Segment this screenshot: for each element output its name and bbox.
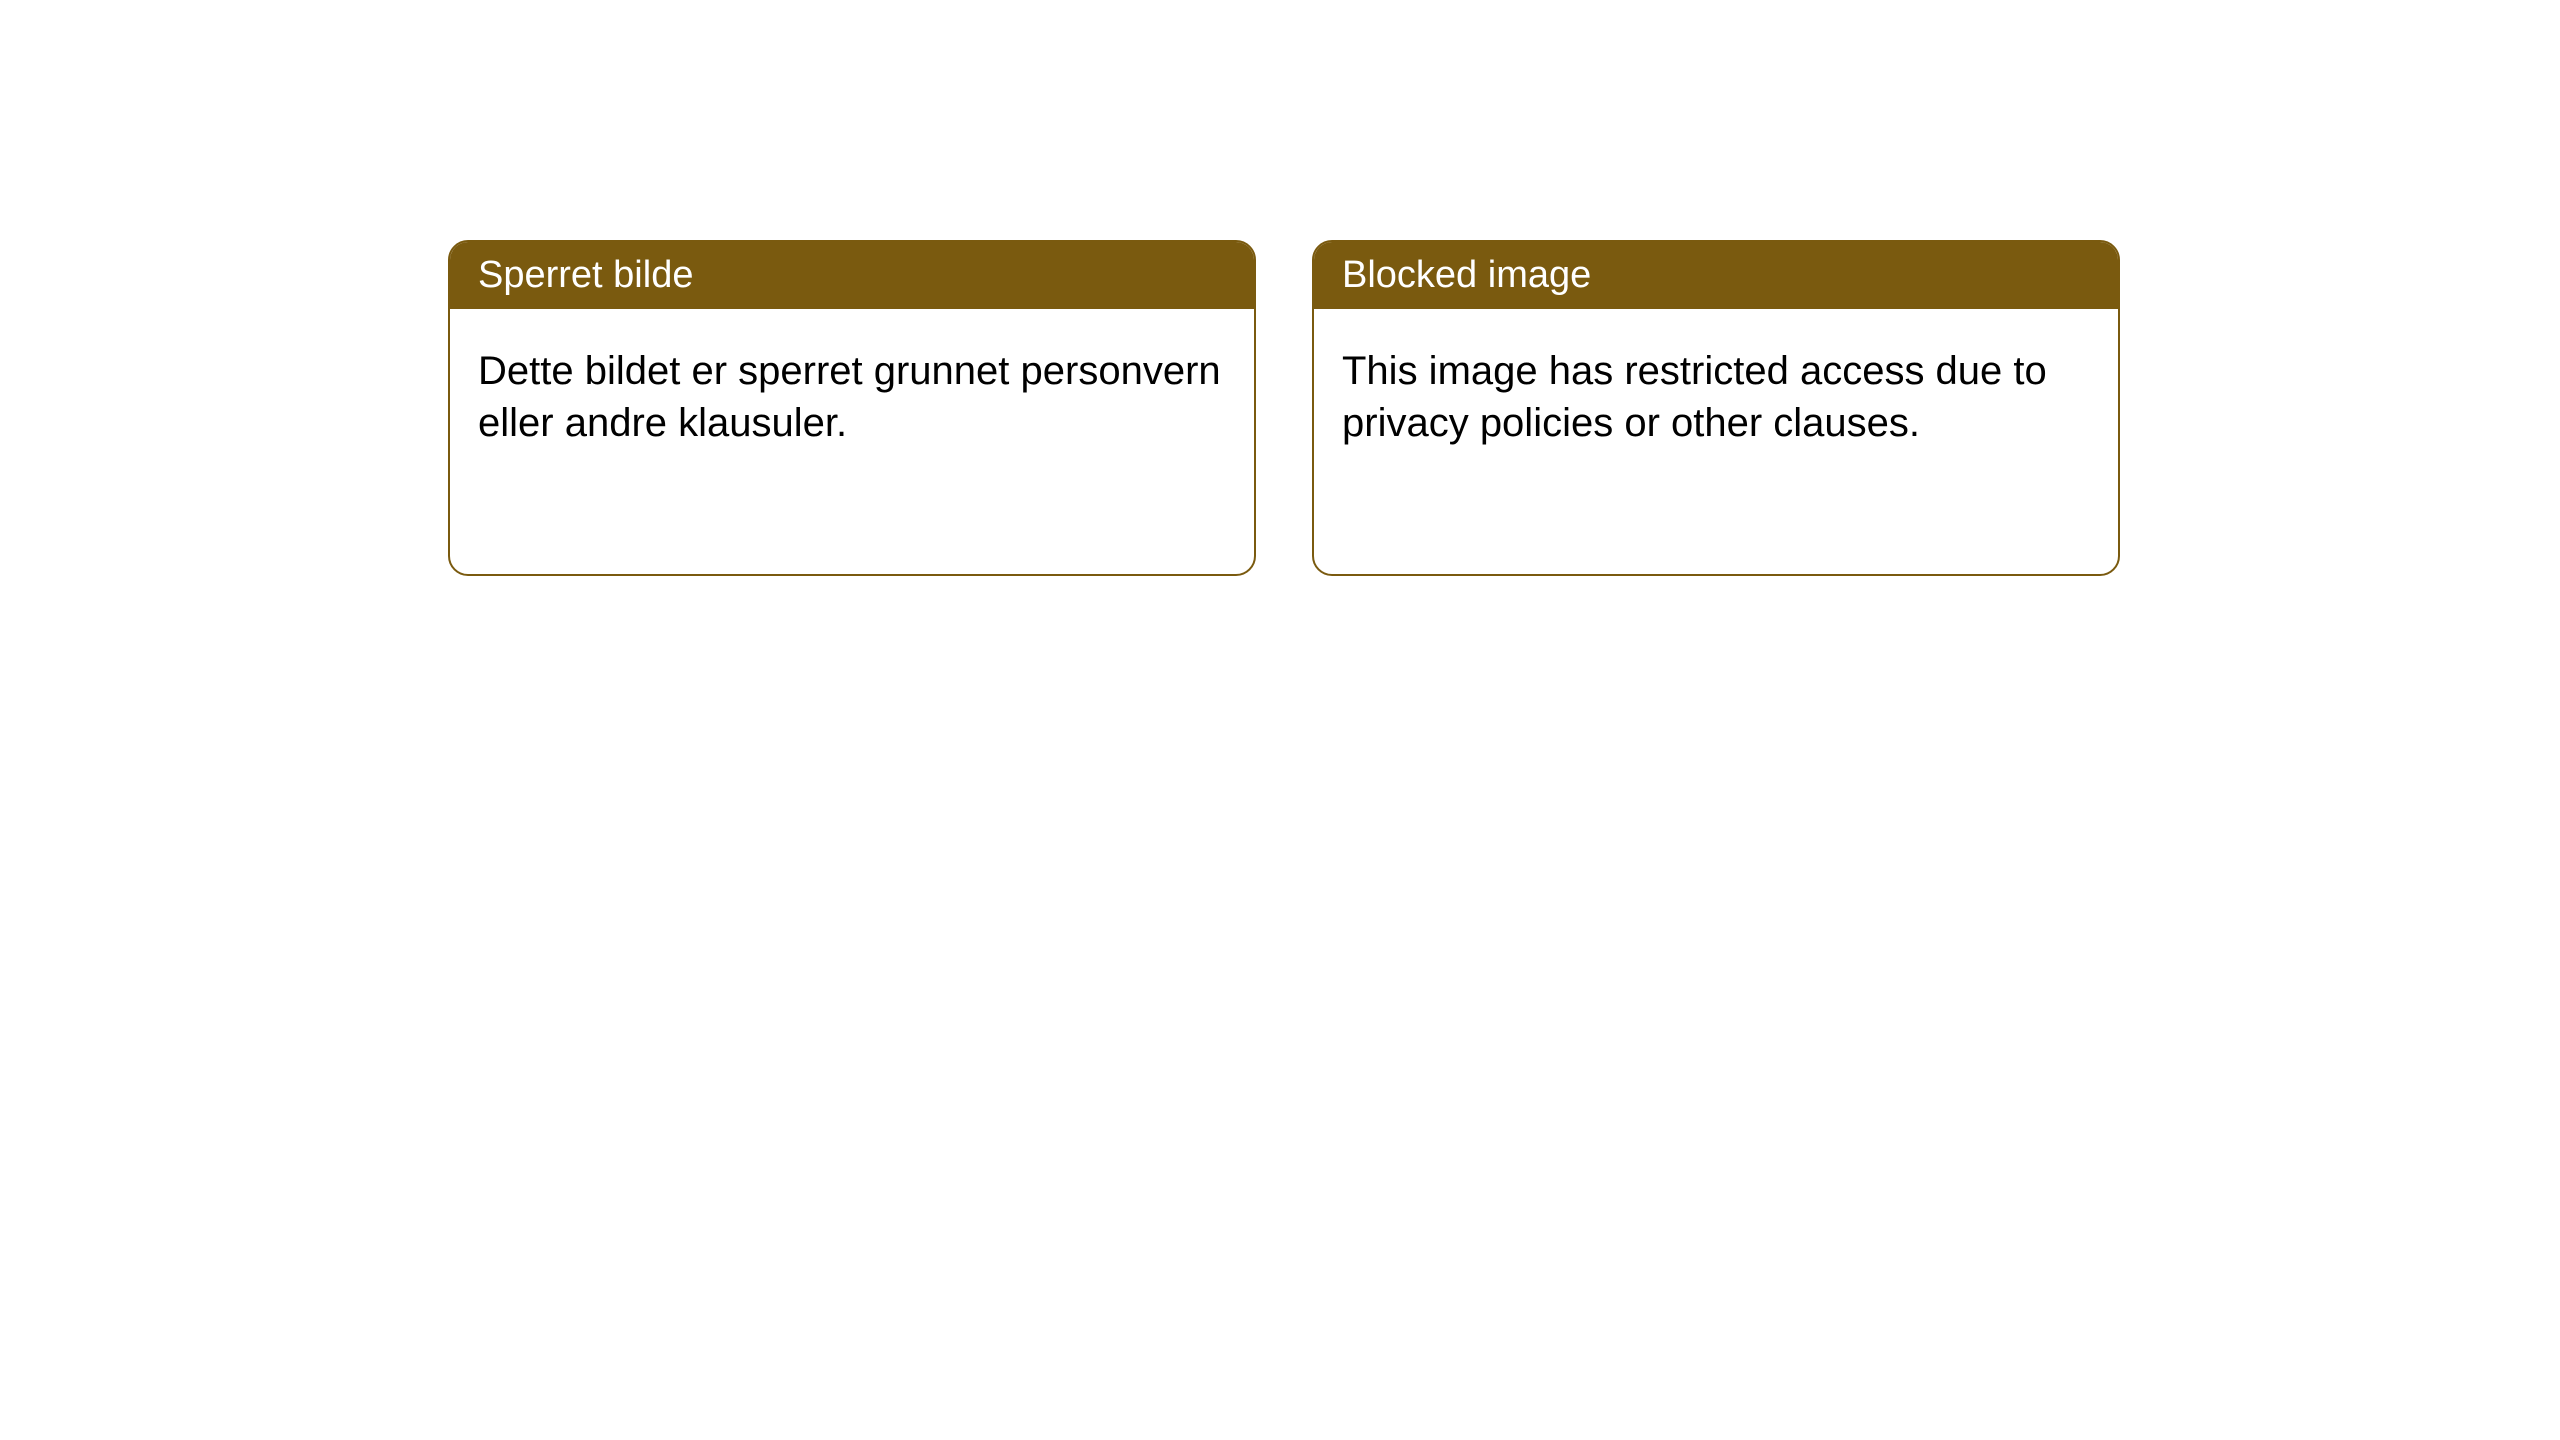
notice-container: Sperret bilde Dette bildet er sperret gr… bbox=[0, 0, 2560, 576]
card-header-no: Sperret bilde bbox=[450, 242, 1254, 309]
card-message-no: Dette bildet er sperret grunnet personve… bbox=[478, 349, 1221, 445]
card-body-en: This image has restricted access due to … bbox=[1314, 309, 2118, 485]
card-header-en: Blocked image bbox=[1314, 242, 2118, 309]
card-message-en: This image has restricted access due to … bbox=[1342, 349, 2047, 445]
blocked-image-card-en: Blocked image This image has restricted … bbox=[1312, 240, 2120, 576]
card-title-no: Sperret bilde bbox=[478, 254, 693, 296]
card-body-no: Dette bildet er sperret grunnet personve… bbox=[450, 309, 1254, 485]
card-title-en: Blocked image bbox=[1342, 254, 1591, 296]
blocked-image-card-no: Sperret bilde Dette bildet er sperret gr… bbox=[448, 240, 1256, 576]
